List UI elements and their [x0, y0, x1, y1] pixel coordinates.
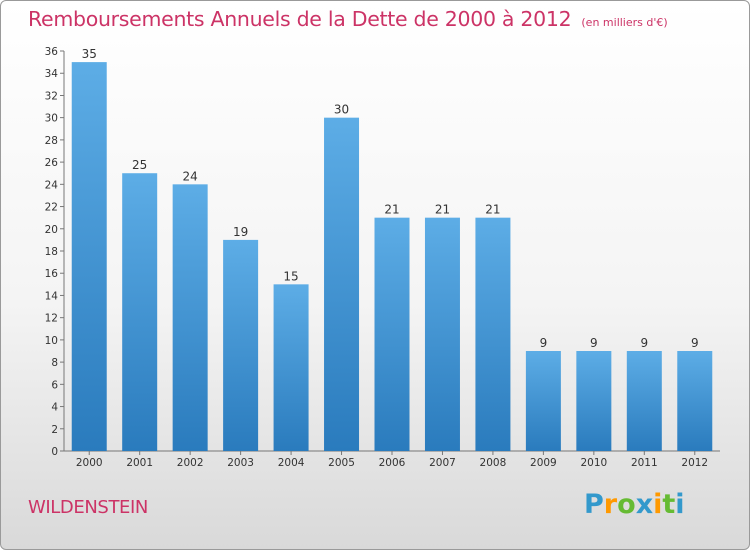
y-tick-label: 20 — [45, 224, 58, 236]
logo-letter: i — [675, 489, 685, 520]
bar — [626, 351, 662, 451]
chart-title: Remboursements Annuels de la Dette de 20… — [28, 7, 572, 31]
bar-value-label: 24 — [183, 169, 198, 183]
bar — [273, 284, 309, 451]
bar-value-label: 35 — [82, 47, 97, 61]
logo-letter: x — [635, 489, 654, 520]
bar — [475, 217, 511, 451]
bar — [223, 239, 259, 451]
bar-value-label: 21 — [485, 203, 500, 217]
bar-value-label: 9 — [540, 336, 548, 350]
x-tick-label: 2001 — [126, 457, 153, 469]
bar-value-label: 30 — [334, 103, 349, 117]
logo-letter: r — [603, 489, 618, 520]
bar-value-label: 9 — [691, 336, 699, 350]
bar-value-label: 25 — [132, 158, 147, 172]
x-tick-label: 2008 — [480, 457, 507, 469]
bar-value-label: 9 — [590, 336, 598, 350]
logo-letter: o — [617, 489, 636, 520]
bar — [324, 117, 360, 452]
bar — [122, 173, 158, 451]
x-tick-label: 2000 — [76, 457, 103, 469]
chart-subtitle: (en milliers d'€) — [581, 16, 668, 29]
y-tick-label: 2 — [51, 424, 58, 436]
bar — [374, 217, 410, 451]
bar-value-label: 9 — [640, 336, 648, 350]
bar-value-label: 21 — [384, 203, 399, 217]
bar-value-label: 19 — [233, 225, 248, 239]
x-tick-label: 2009 — [530, 457, 557, 469]
y-tick-label: 32 — [45, 90, 58, 102]
y-tick-label: 18 — [45, 246, 58, 258]
x-tick-label: 2010 — [580, 457, 607, 469]
y-tick-label: 0 — [51, 446, 58, 458]
proxiti-logo: Proxiti — [584, 489, 685, 520]
y-tick-label: 6 — [51, 379, 58, 391]
chart-title-row: Remboursements Annuels de la Dette de 20… — [28, 7, 668, 31]
y-tick-label: 30 — [45, 113, 58, 125]
x-tick-label: 2005 — [328, 457, 355, 469]
bar-value-label: 15 — [283, 269, 298, 283]
y-tick-label: 12 — [45, 313, 58, 325]
x-tick-label: 2012 — [681, 457, 708, 469]
y-tick-label: 10 — [45, 335, 58, 347]
bar — [424, 217, 460, 451]
x-tick-label: 2002 — [177, 457, 204, 469]
commune-name: WILDENSTEIN — [28, 497, 149, 518]
y-tick-label: 8 — [51, 357, 58, 369]
y-tick-label: 4 — [51, 402, 58, 414]
y-tick-label: 24 — [45, 179, 59, 191]
bar — [677, 351, 713, 451]
y-tick-label: 34 — [45, 68, 59, 80]
logo-letter: P — [584, 489, 604, 520]
bar — [576, 351, 612, 451]
y-tick-label: 14 — [45, 290, 59, 302]
y-tick-label: 22 — [45, 202, 58, 214]
bar — [172, 184, 208, 452]
x-tick-label: 2003 — [227, 457, 254, 469]
x-tick-label: 2007 — [429, 457, 456, 469]
logo-letter: t — [662, 489, 676, 520]
x-tick-label: 2011 — [631, 457, 658, 469]
y-tick-label: 26 — [45, 157, 59, 169]
x-tick-label: 2004 — [278, 457, 305, 469]
bar-value-label: 21 — [435, 203, 450, 217]
logo-letter: i — [653, 489, 663, 520]
x-tick-label: 2006 — [379, 457, 406, 469]
y-tick-label: 16 — [45, 268, 59, 280]
bar — [71, 62, 107, 451]
y-tick-label: 36 — [45, 46, 59, 58]
bar — [525, 351, 561, 451]
y-tick-label: 28 — [45, 135, 58, 147]
